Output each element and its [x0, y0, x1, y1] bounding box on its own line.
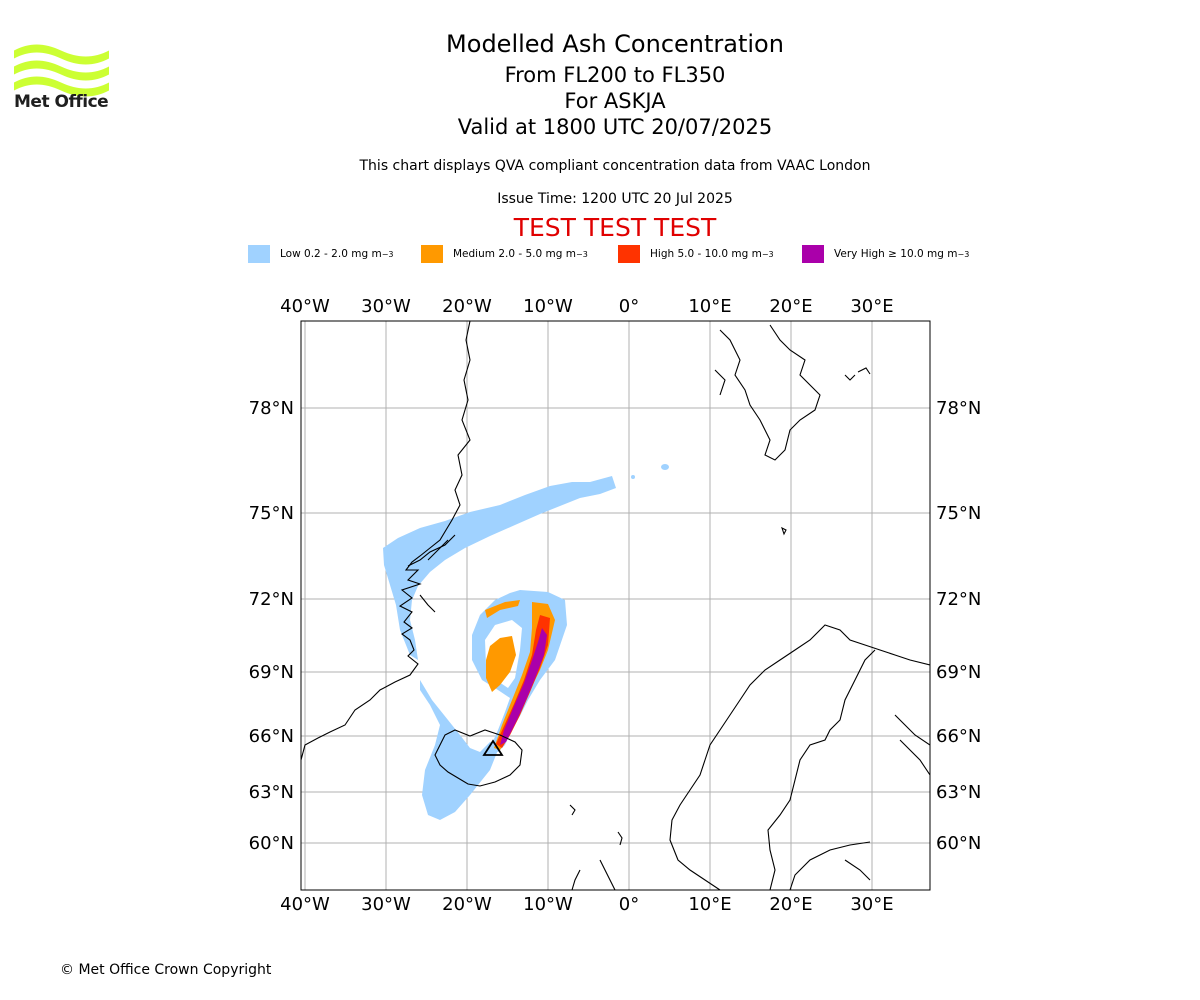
lat-label: 69°N: [936, 662, 981, 683]
lon-label: 10°W: [523, 296, 573, 317]
legend-label-very-high: Very High ≥ 10.0 mg m: [834, 248, 958, 260]
map-frame: [300, 320, 931, 891]
legend-item-medium: Medium 2.0 - 5.0 mg m −3: [421, 244, 588, 264]
issue-time: Issue Time: 1200 UTC 20 Jul 2025: [497, 191, 733, 207]
lon-label: 20°E: [769, 894, 812, 915]
lat-label: 75°N: [249, 503, 294, 524]
lon-label: 10°E: [688, 296, 731, 317]
lat-label: 63°N: [936, 782, 981, 803]
lat-label: 66°N: [249, 726, 294, 747]
lat-label: 72°N: [249, 589, 294, 610]
subtitle-flight-levels: From FL200 to FL350: [504, 63, 726, 87]
copyright-notice: © Met Office Crown Copyright: [60, 962, 272, 978]
lon-labels-bottom: 40°W 30°W 20°W 10°W 0° 10°E 20°E 30°E: [280, 894, 893, 915]
logo-text: Met Office: [14, 92, 109, 112]
lon-label: 0°: [619, 894, 639, 915]
ash-very-high-concentration: [500, 628, 547, 745]
legend-swatch-high: [618, 245, 640, 263]
legend-swatch-low: [248, 245, 270, 263]
lon-label: 10°E: [688, 894, 731, 915]
legend-item-very-high: Very High ≥ 10.0 mg m −3: [802, 244, 969, 264]
lat-label: 60°N: [249, 833, 294, 854]
lat-label: 75°N: [936, 503, 981, 524]
test-banner: TEST TEST TEST: [513, 213, 717, 242]
lon-label: 20°W: [442, 296, 492, 317]
subtitle-valid-time: Valid at 1800 UTC 20/07/2025: [457, 115, 773, 139]
lon-label: 0°: [619, 296, 639, 317]
map-gridlines: [301, 321, 930, 890]
legend-label-medium: Medium 2.0 - 5.0 mg m: [453, 248, 576, 260]
lon-labels-top: 40°W 30°W 20°W 10°W 0° 10°E 20°E 30°E: [280, 296, 893, 317]
lat-label: 60°N: [936, 833, 981, 854]
legend-label-low: Low 0.2 - 2.0 mg m: [280, 248, 382, 260]
met-office-logo-icon: [14, 44, 109, 97]
legend-item-high: High 5.0 - 10.0 mg m −3: [618, 244, 774, 264]
subtitle-volcano: For ASKJA: [564, 89, 666, 113]
lat-labels-left: 78°N 75°N 72°N 69°N 66°N 63°N 60°N: [249, 398, 294, 854]
map-content: [301, 321, 930, 890]
lon-label: 40°W: [280, 894, 330, 915]
lon-label: 10°W: [523, 894, 573, 915]
lat-label: 78°N: [936, 398, 981, 419]
volcano-marker-icon: [482, 739, 504, 756]
ash-low-concentration: [383, 464, 669, 820]
lon-label: 20°W: [442, 894, 492, 915]
lon-label: 40°W: [280, 296, 330, 317]
lon-label: 30°W: [361, 296, 411, 317]
legend-item-low: Low 0.2 - 2.0 mg m −3: [248, 244, 393, 264]
lat-label: 66°N: [936, 726, 981, 747]
lat-labels-right: 78°N 75°N 72°N 69°N 66°N 63°N 60°N: [936, 398, 981, 854]
lon-label: 30°E: [850, 894, 893, 915]
legend-swatch-very-high: [802, 245, 824, 263]
legend-swatch-medium: [421, 245, 443, 263]
lat-label: 72°N: [936, 589, 981, 610]
lat-label: 69°N: [249, 662, 294, 683]
chart-title: Modelled Ash Concentration: [446, 30, 784, 58]
lat-label: 78°N: [249, 398, 294, 419]
lat-label: 63°N: [249, 782, 294, 803]
legend-label-high: High 5.0 - 10.0 mg m: [650, 248, 762, 260]
lon-label: 30°E: [850, 296, 893, 317]
lon-label: 20°E: [769, 296, 812, 317]
lon-label: 30°W: [361, 894, 411, 915]
coastlines: [301, 321, 930, 890]
chart-description: This chart displays QVA compliant concen…: [359, 158, 871, 174]
